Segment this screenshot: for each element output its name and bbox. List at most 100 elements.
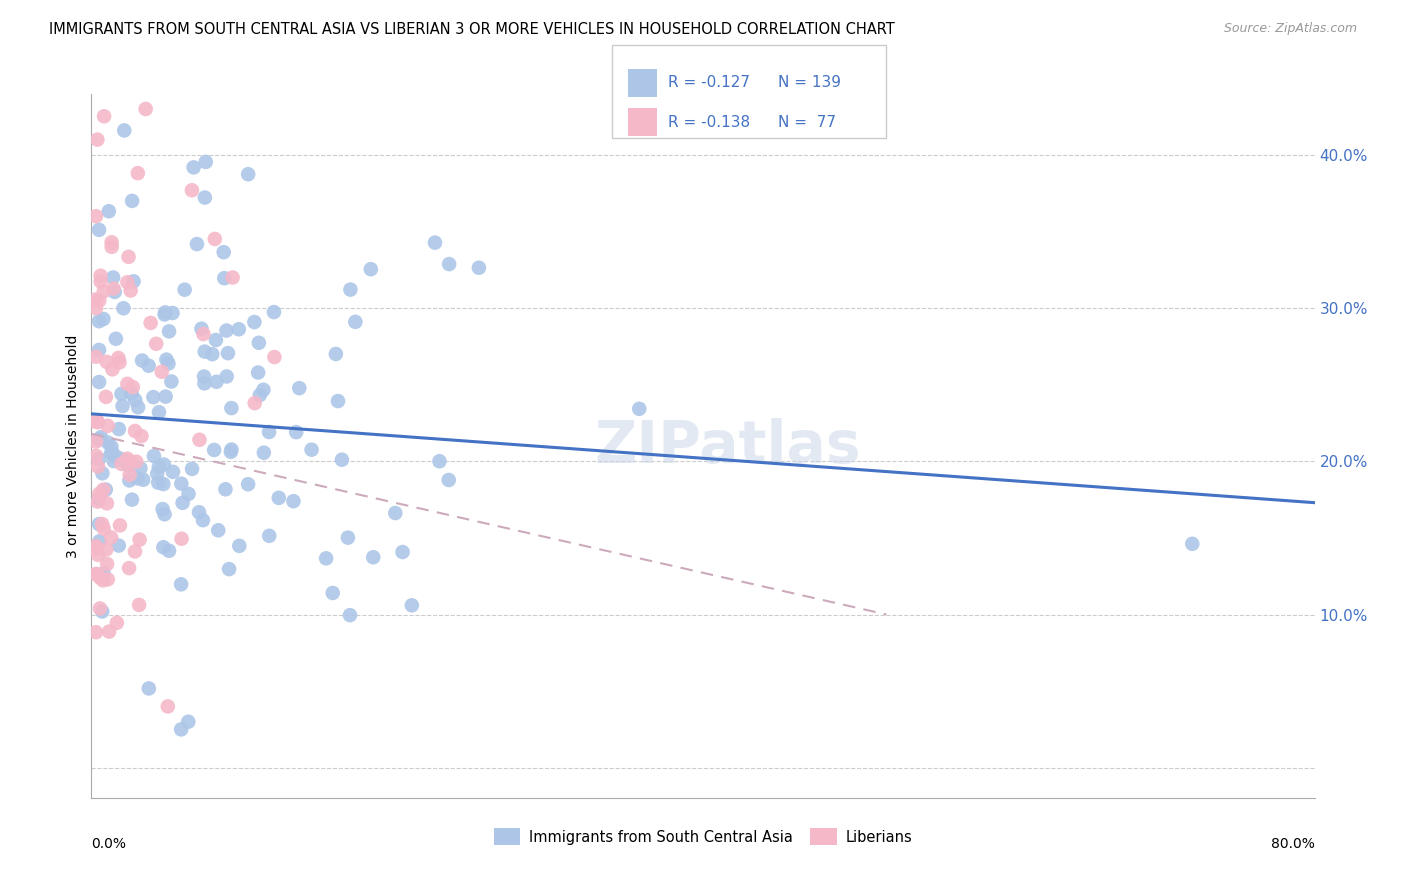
Point — [142, 390, 165, 404]
Point — [91, 516, 114, 531]
Point — [177, 714, 200, 729]
Point — [205, 375, 228, 389]
Point — [283, 494, 305, 508]
Point — [101, 362, 124, 376]
Point — [391, 545, 413, 559]
Point — [94, 390, 117, 404]
Point — [344, 315, 367, 329]
Point — [152, 477, 174, 491]
Point — [129, 461, 152, 475]
Point — [84, 434, 107, 449]
Point — [215, 369, 238, 384]
Point — [100, 240, 122, 254]
Point — [263, 305, 285, 319]
Point — [217, 346, 239, 360]
Point — [120, 284, 142, 298]
Point — [247, 366, 270, 380]
Text: IMMIGRANTS FROM SOUTH CENTRAL ASIA VS LIBERIAN 3 OR MORE VEHICLES IN HOUSEHOLD C: IMMIGRANTS FROM SOUTH CENTRAL ASIA VS LI… — [49, 22, 896, 37]
Point — [401, 599, 423, 613]
Point — [437, 473, 460, 487]
Point — [221, 442, 243, 457]
Point — [121, 492, 143, 507]
Point — [360, 262, 382, 277]
Point — [91, 467, 114, 481]
Point — [104, 285, 127, 299]
Point — [97, 435, 120, 450]
Point — [111, 452, 134, 467]
Text: 80.0%: 80.0% — [1271, 837, 1315, 851]
Point — [108, 355, 131, 369]
Point — [91, 483, 114, 497]
Point — [205, 333, 228, 347]
Text: 0.0%: 0.0% — [91, 837, 127, 851]
Point — [97, 418, 120, 433]
Point — [150, 365, 173, 379]
Point — [315, 551, 337, 566]
Point — [93, 566, 115, 581]
Point — [96, 496, 118, 510]
Point — [121, 386, 143, 401]
Point — [101, 270, 124, 285]
Point — [243, 396, 266, 410]
Point — [186, 237, 208, 252]
Point — [207, 523, 229, 537]
Point — [90, 268, 112, 283]
Point — [257, 425, 280, 439]
Point — [339, 608, 361, 623]
Point — [437, 257, 460, 271]
Point — [214, 271, 236, 285]
Point — [89, 487, 111, 501]
Point — [155, 352, 177, 367]
Point — [87, 223, 110, 237]
Y-axis label: 3 or more Vehicles in Household: 3 or more Vehicles in Household — [66, 334, 80, 558]
Point — [194, 190, 217, 204]
Point — [86, 414, 108, 428]
Point — [301, 442, 323, 457]
Point — [146, 467, 169, 481]
Point — [104, 332, 127, 346]
Point — [267, 491, 290, 505]
Point — [190, 322, 212, 336]
Point — [117, 451, 139, 466]
Point — [131, 429, 153, 443]
Point — [194, 155, 217, 169]
Point — [204, 232, 226, 246]
Point — [93, 109, 115, 123]
Point — [135, 102, 157, 116]
Point — [125, 455, 148, 469]
Point — [215, 324, 238, 338]
Point — [128, 598, 150, 612]
Point — [194, 344, 217, 359]
Point — [339, 283, 361, 297]
Point — [84, 350, 107, 364]
Point — [97, 204, 120, 219]
Point — [142, 449, 165, 463]
Point — [236, 477, 259, 491]
Point — [218, 562, 240, 576]
Point — [336, 531, 359, 545]
Point — [84, 566, 107, 581]
Point — [148, 405, 170, 419]
Point — [468, 260, 491, 275]
Point — [170, 476, 193, 491]
Point — [138, 681, 160, 696]
Point — [121, 194, 143, 208]
Point — [243, 315, 266, 329]
Point — [100, 531, 122, 545]
Point — [87, 548, 110, 562]
Point — [87, 459, 110, 474]
Point — [330, 452, 353, 467]
Point — [152, 502, 174, 516]
Point — [112, 123, 135, 137]
Point — [117, 376, 139, 391]
Point — [131, 353, 153, 368]
Point — [107, 351, 129, 365]
Point — [257, 529, 280, 543]
Point — [252, 383, 274, 397]
Text: R = -0.127: R = -0.127 — [668, 76, 749, 90]
Point — [100, 446, 122, 460]
Point — [157, 324, 180, 338]
Point — [429, 454, 451, 468]
Point — [117, 250, 139, 264]
Point — [628, 401, 651, 416]
